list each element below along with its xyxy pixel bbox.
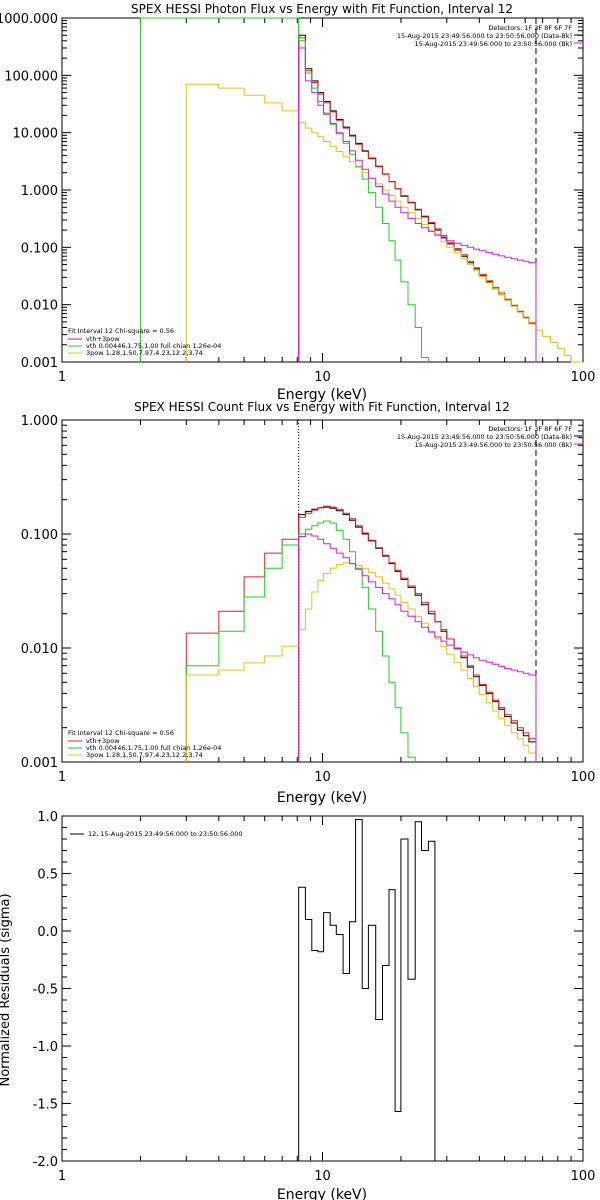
x-tick-label: 10 [314,1169,331,1184]
legend-entry: 12, 15-Aug-2015 23:49:56.000 to 23:50:56… [88,830,243,838]
y-tick-label: 0.0 [37,925,58,940]
photon-flux-panel: SPEX HESSI Photon Flux vs Energy with Fi… [0,2,595,403]
x-tick-label: 1 [58,770,66,785]
y-tick-label: 0.5 [37,868,58,883]
legend-entry: vth 0.00446,1.75,1.00 full chian 1.26e-0… [86,342,221,350]
legend-entry: vth+3pow [86,335,120,343]
detector-line: Detectors: 1F 3F 8F 6F 7F [488,425,572,433]
red-series-line [298,37,537,362]
black-series-line [298,34,537,362]
y-tick-label: 1.0 [37,810,58,825]
y-tick-label: 1.000 [21,414,58,429]
y-tick-label: 0.010 [21,299,58,314]
y-tick-label: 1.000 [21,184,58,199]
y-tick-label: 0.001 [21,356,58,371]
green-series-line [139,17,429,362]
y-tick-label: 0.010 [21,642,58,657]
legend-entry: Fit Interval 12 Chi-square = 0.56 [68,327,174,335]
y-tick-label: 0.100 [21,241,58,256]
y-tick-label: 100.000 [4,69,58,84]
red-series-line [185,505,537,762]
detector-line: 15-Aug-2015 23:49:56.000 to 23:50:56.000… [397,433,572,441]
x-tick-label: 100 [571,770,596,785]
magenta-series-line [298,47,537,362]
y-tick-label: -1.5 [33,1098,58,1113]
gold-series-line [185,83,583,363]
series-group [298,819,436,1161]
x-tick-labels: 1 10 100 [58,370,596,385]
black-series-line [298,819,436,1161]
legend: Fit Interval 12 Chi-square = 0.56 vth+3p… [68,729,221,759]
x-tick-label: 1 [58,1169,66,1184]
legend-entry: vth 0.00446,1.75,1.00 full chian 1.26e-0… [86,744,221,752]
detector-info: Detectors: 1F 3F 8F 6F 7F 15-Aug-2015 23… [397,24,582,48]
detector-info: Detectors: 1F 3F 8F 6F 7F 15-Aug-2015 23… [397,425,582,449]
series-group [185,505,537,762]
y-axis-label: Normalized Residuals (sigma) [0,893,13,1086]
series-group [139,17,583,363]
y-tick-labels: 1.000 0.100 0.010 0.001 [21,414,58,771]
legend-entry: Fit Interval 12 Chi-square = 0.56 [68,729,174,737]
residuals-panel: 1.0 0.5 0.0 -0.5 -1.0 -1.5 -2.0 1 10 100 Energy … [0,810,595,1200]
legend-entry: 3pow 1.28,1.50,7.97,4.23,12.2,3.74 [86,349,203,357]
y-tick-label: -1.0 [33,1040,58,1055]
black-series-line [298,506,537,762]
tick-marks [61,815,583,1162]
x-tick-label: 100 [571,1169,596,1184]
y-tick-label: 1000.000 [0,12,58,27]
detector-line: Detectors: 1F 3F 8F 6F 7F [488,24,572,32]
y-tick-labels: 1000.000 100.000 10.000 1.000 0.100 0.010 0.00… [0,12,58,371]
panel-title: SPEX HESSI Photon Flux vs Energy with Fi… [131,2,513,16]
detector-line: 15-Aug-2015 23:49:56.000 to 23:50:56.000… [397,32,572,40]
x-tick-label: 10 [314,770,331,785]
y-tick-label: -0.5 [33,983,58,998]
count-flux-panel: SPEX HESSI Count Flux vs Energy with Fit… [21,400,596,806]
x-axis-label: Energy (keV) [277,387,367,403]
legend: Fit Interval 12 Chi-square = 0.56 vth+3p… [68,327,221,357]
x-tick-labels: 1 10 100 [58,1169,596,1184]
legend-entry: vth+3pow [86,737,120,745]
y-tick-labels: 1.0 0.5 0.0 -0.5 -1.0 -1.5 -2.0 [33,810,58,1170]
x-axis-label: Energy (keV) [277,1187,367,1200]
y-tick-label: -2.0 [33,1155,58,1170]
green-series-line [185,520,416,762]
x-tick-label: 100 [571,370,596,385]
magenta-series-line [298,533,537,762]
legend: 12, 15-Aug-2015 23:49:56.000 to 23:50:56… [70,830,243,838]
x-tick-label: 10 [314,370,331,385]
gold-series-line [185,562,537,762]
legend-entry: 3pow 1.28,1.50,7.97,4.23,12.2,3.74 [86,751,203,759]
y-tick-label: 0.001 [21,756,58,771]
x-axis-label: Energy (keV) [277,790,367,806]
y-tick-label: 0.100 [21,528,58,543]
x-tick-label: 1 [58,370,66,385]
detector-line: 15-Aug-2015 23:49:56.000 to 23:50:56.000… [415,40,572,48]
plot-frame [61,815,584,1162]
y-tick-label: 10.000 [13,127,59,142]
panel-title: SPEX HESSI Count Flux vs Energy with Fit… [134,400,510,414]
detector-line: 15-Aug-2015 23:49:56.000 to 23:50:56.000… [415,441,572,449]
x-tick-labels: 1 10 100 [58,770,596,785]
